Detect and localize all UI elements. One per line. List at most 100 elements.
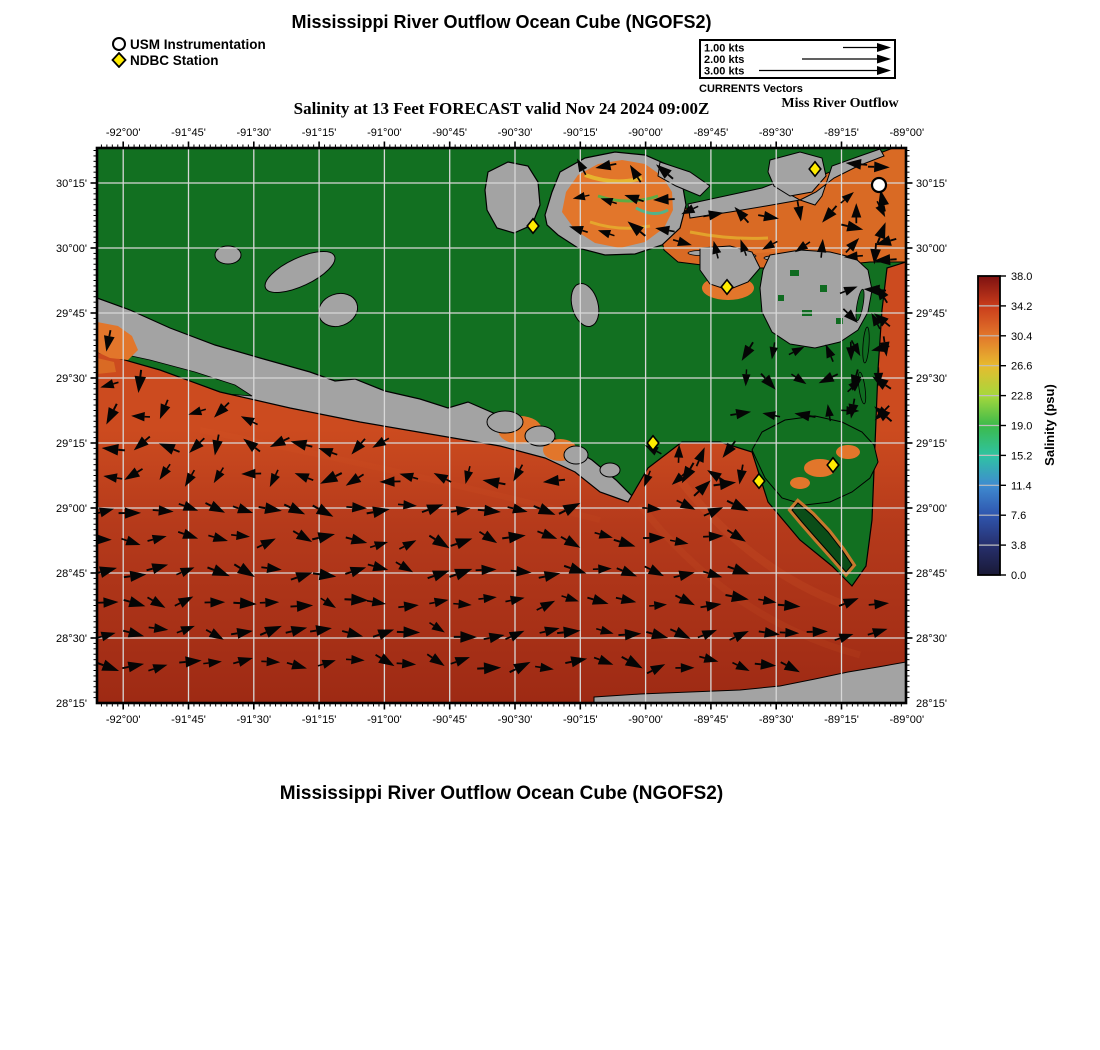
salinity-streak [584,173,643,184]
current-vector-arrow [758,595,777,605]
current-vector-arrow [174,596,194,608]
current-vector-arrow [292,529,313,542]
lat-tick-label: 29°45' [56,308,87,320]
current-vector-arrow [103,329,115,352]
current-vector-arrow [847,378,862,393]
ndbc-station-marker [720,278,734,296]
axis-labels: -92°00' -92°00' -91°45' -91°45' -91°30' -91°3… [56,127,947,726]
colorbar-tick-label: 30.4 [1011,331,1032,343]
current-vector-arrow [345,566,367,578]
current-vector-arrow [730,408,752,420]
current-vector-arrow [269,435,290,448]
current-vector-arrow [742,369,751,387]
current-vector-arrow [538,571,561,582]
vector-key-label: 2.00 kts [704,54,744,66]
current-vector-arrow [656,164,674,180]
lon-tick-label: -89°00' [889,127,924,139]
lon-tick-label: -89°45' [694,127,729,139]
current-vector-arrow [178,501,199,511]
current-vector-arrow [309,625,332,636]
current-vector-arrow [233,562,255,578]
current-vector-arrow [850,339,861,357]
current-vector-arrow [627,221,646,237]
current-vector-arrow [176,567,195,578]
current-vector-arrow [806,626,828,638]
current-vector-arrow [875,235,897,246]
lon-tick-label: -91°00' [367,127,402,139]
current-vector-arrow [396,626,421,638]
current-vector-arrow [694,447,705,467]
current-vector-arrow [845,238,860,253]
lat-tick-label: 29°30' [56,373,87,385]
current-vector-arrow [346,655,365,665]
current-vector-arrow [644,470,653,487]
current-vector-arrow [613,536,636,548]
page-title: Mississippi River Outflow Ocean Cube (NG… [291,12,712,32]
current-vector-arrow [845,158,868,170]
colorbar-tick-label: 3.8 [1011,540,1026,552]
current-vector-arrow [205,628,224,640]
lon-tick-label: -90°15' [563,127,598,139]
vector-key-arrowhead [877,54,891,64]
boundary-gray-strip [593,661,906,703]
ndbc-station-marker [646,434,660,452]
current-vector-arrow [285,626,308,637]
current-vector-arrow [346,502,367,513]
current-vector-arrow [231,530,250,541]
current-vector-arrow [713,478,737,491]
current-vector-arrow [697,629,717,641]
bottom-title: Mississippi River Outflow Ocean Cube (NG… [279,783,724,804]
current-vector-arrow [533,503,556,515]
current-vector-arrow [233,597,257,609]
current-vector-arrow [818,372,839,384]
lake-gray [570,282,600,328]
lake-gray [214,245,242,265]
current-vector-arrow [118,507,142,519]
ndbc-station-marker [808,160,822,178]
lon-tick-label: -90°00' [628,127,663,139]
current-vector-arrow [681,204,699,215]
map-frame [95,146,908,705]
current-vector-arrow [726,498,749,512]
current-vector-arrow [159,399,171,420]
current-vector-arrow [699,653,719,663]
legend-item-label: USM Instrumentation [130,36,266,52]
current-vector-arrow [204,597,226,608]
current-vector-arrow [240,416,258,427]
current-vector-arrow [576,158,588,176]
current-vector-arrow [673,570,695,582]
lon-tick-label: -90°00' [628,714,663,726]
lon-tick-label: -92°00' [106,127,141,139]
current-vector-arrow [769,342,779,360]
current-vector-arrow [863,284,887,296]
current-vector-arrow [477,662,502,675]
current-vector-arrow [513,464,524,482]
current-vector-arrow [159,463,171,480]
current-vector-arrow [399,472,419,483]
current-vector-arrow [294,473,314,483]
current-vector-arrow [123,570,147,582]
current-vector-arrow [428,534,450,549]
current-vector-arrow [725,590,749,603]
current-vector-arrow [560,535,581,548]
current-vector-arrow [507,503,528,514]
lon-tick-label: -92°00' [106,714,141,726]
lon-tick-label: -89°30' [759,127,794,139]
birdfoot-delta [791,502,853,573]
current-vector-arrow [207,564,230,577]
current-vector-arrow [179,656,202,668]
lake-gray [264,251,336,293]
current-vector-arrow [793,200,804,221]
lon-tick-label: -90°45' [432,127,467,139]
colorbar-tick-label: 19.0 [1011,421,1032,433]
vector-key-arrowhead [877,66,891,75]
current-vector-arrow [483,632,505,644]
current-vector-arrow [593,654,614,665]
current-vector-arrow [148,623,169,633]
colorbar-frame [977,275,1001,576]
graticule [97,148,906,703]
chandeleur-island [862,326,870,364]
current-vector-arrow [868,599,890,610]
current-vector-arrow [642,503,662,513]
current-vector-arrow [290,439,313,451]
